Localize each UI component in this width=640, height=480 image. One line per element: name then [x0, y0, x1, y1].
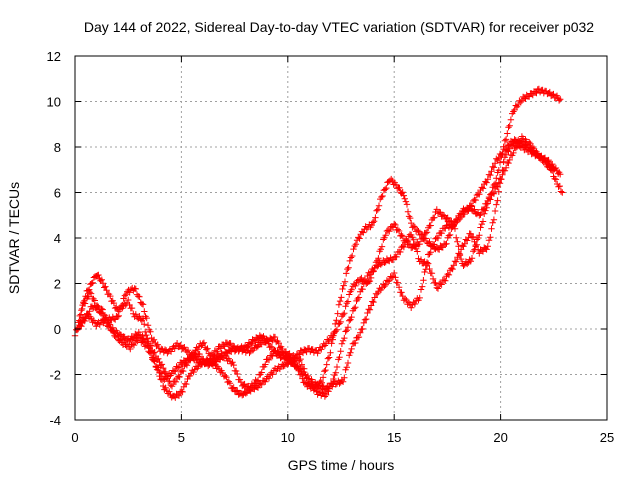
y-tick-label: -4	[49, 413, 61, 428]
x-tick-label: 10	[281, 430, 295, 445]
y-tick-label: 2	[54, 277, 61, 292]
x-tick-label: 25	[600, 430, 614, 445]
x-tick-label: 15	[387, 430, 401, 445]
y-tick-label: -2	[49, 368, 61, 383]
y-tick-label: 10	[47, 95, 61, 110]
x-axis-label: GPS time / hours	[288, 457, 395, 473]
series-markers-track-c	[78, 133, 566, 393]
chart-title: Day 144 of 2022, Sidereal Day-to-day VTE…	[84, 19, 594, 35]
series-markers-track-d	[73, 136, 557, 401]
y-tick-label: 12	[47, 49, 61, 64]
axis-ticks	[74, 55, 608, 421]
series-markers-track-b	[76, 138, 564, 400]
x-tick-label: 0	[71, 430, 78, 445]
y-tick-label: 4	[54, 231, 61, 246]
grid-lines	[75, 56, 607, 420]
y-tick-labels: -4 -2 0 2 4 6 8 10 12	[47, 49, 61, 428]
y-tick-label: 0	[54, 322, 61, 337]
y-tick-label: 8	[54, 140, 61, 155]
x-tick-label: 5	[178, 430, 185, 445]
y-tick-label: 6	[54, 186, 61, 201]
y-axis-label: SDTVAR / TECUs	[6, 182, 22, 294]
x-tick-label: 20	[493, 430, 507, 445]
x-tick-labels: 0 5 10 15 20 25	[71, 430, 614, 445]
